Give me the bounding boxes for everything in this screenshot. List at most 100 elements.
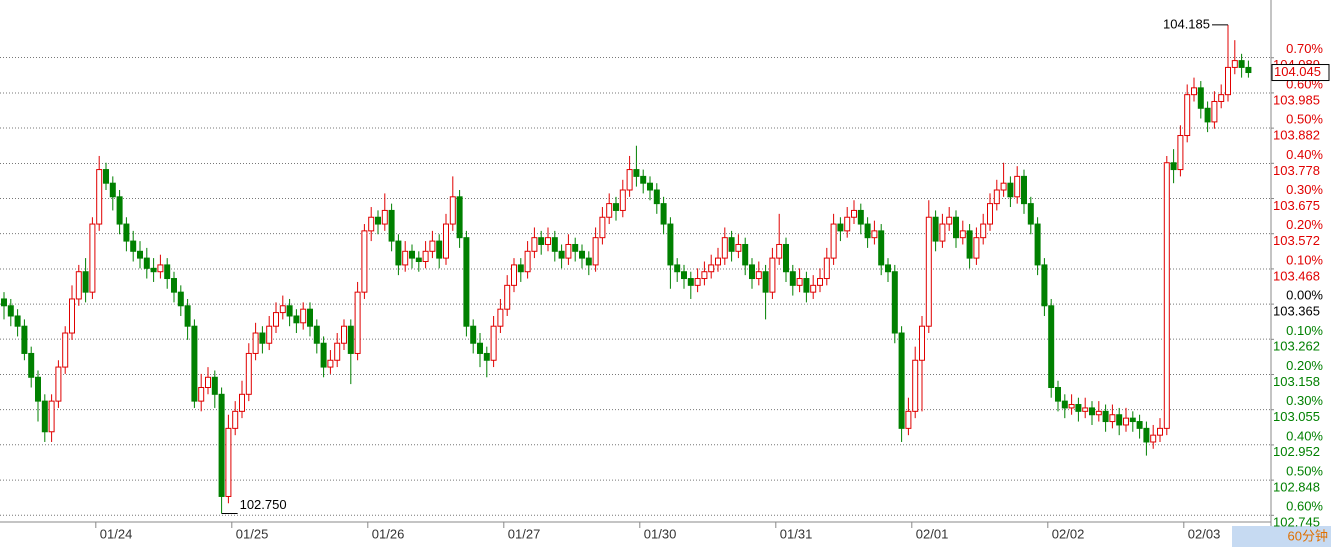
- candle-body: [286, 305, 293, 317]
- last-price-label: 104.045: [1274, 64, 1321, 79]
- candle-body: [844, 216, 851, 232]
- candle-body: [388, 209, 395, 242]
- candle-body: [572, 243, 579, 252]
- candle-body: [660, 203, 667, 225]
- candle-body: [1068, 404, 1075, 409]
- candle-body: [28, 352, 35, 378]
- x-tick-label: 02/01: [916, 526, 949, 541]
- candle-body: [103, 169, 109, 184]
- y2-tick-label: 0.30%: [1286, 393, 1323, 408]
- candle-body: [313, 325, 320, 344]
- y2-tick-label: 0.20%: [1286, 217, 1323, 232]
- y-tick-label: 103.158: [1273, 374, 1320, 389]
- candle-body: [735, 243, 742, 252]
- candle-body: [1170, 162, 1177, 171]
- candle-body: [851, 209, 857, 218]
- x-tick-label: 01/25: [236, 526, 269, 541]
- candle-body: [674, 264, 681, 273]
- candle-body: [565, 243, 572, 259]
- candle-body: [293, 315, 300, 324]
- candle-body: [1, 298, 7, 307]
- candle-body: [1225, 66, 1231, 96]
- candle-body: [701, 271, 708, 280]
- y-tick-label: 102.848: [1273, 480, 1320, 495]
- candle-body: [470, 325, 477, 344]
- candle-body: [191, 325, 198, 402]
- period-label: 60分钟: [1288, 528, 1328, 543]
- y-tick-label: 102.952: [1273, 444, 1320, 459]
- candle-body: [633, 169, 640, 177]
- candle-body: [334, 342, 341, 361]
- candle-body: [878, 230, 885, 266]
- candle-body: [755, 271, 762, 280]
- candle-body: [810, 284, 817, 293]
- candle-body: [1218, 94, 1225, 102]
- candle-body: [1082, 407, 1089, 412]
- y-tick-label: 103.675: [1273, 198, 1320, 213]
- candle-body: [1116, 414, 1123, 426]
- candle-body: [1211, 100, 1218, 123]
- candle-body: [776, 243, 783, 259]
- candle-body: [82, 271, 89, 293]
- candle-body: [1034, 223, 1041, 266]
- candle-body: [708, 264, 715, 273]
- candle-body: [959, 230, 966, 239]
- candle-body: [681, 271, 687, 280]
- candle-body: [626, 169, 633, 191]
- candle-body: [721, 237, 728, 259]
- candle-body: [1197, 87, 1204, 109]
- candle-body: [1027, 203, 1034, 225]
- candle-body: [619, 189, 626, 211]
- candle-body: [1041, 264, 1048, 307]
- candle-body: [687, 278, 694, 286]
- candle-body: [667, 223, 674, 266]
- candle-body: [232, 410, 239, 429]
- candle-body: [912, 359, 919, 412]
- candle-body: [932, 216, 939, 242]
- candle-body: [885, 264, 891, 273]
- candle-body: [946, 216, 953, 225]
- candle-body: [531, 237, 538, 252]
- candle-body: [211, 376, 218, 395]
- candle-body: [592, 237, 599, 266]
- candle-body: [137, 250, 143, 259]
- y2-tick-label: 0.50%: [1286, 464, 1323, 479]
- candle-body: [898, 332, 905, 429]
- candle-body: [1231, 60, 1238, 68]
- candle-body: [796, 278, 803, 286]
- y2-tick-label: 0.10%: [1286, 252, 1323, 267]
- candle-body: [579, 250, 585, 259]
- candle-body: [164, 264, 171, 280]
- candle-body: [1129, 417, 1136, 423]
- candle-body: [973, 237, 980, 259]
- candle-body: [1014, 175, 1021, 198]
- candle-body: [402, 250, 409, 266]
- candle-body: [864, 223, 871, 239]
- candle-body: [599, 216, 606, 239]
- candle-body: [143, 257, 150, 269]
- y2-tick-label: 0.40%: [1286, 428, 1323, 443]
- candle-body: [871, 230, 878, 239]
- x-tick-label: 01/27: [508, 526, 541, 541]
- y2-tick-label: 0.50%: [1286, 112, 1323, 127]
- candle-body: [218, 393, 225, 497]
- candle-body: [953, 216, 959, 239]
- candle-body: [606, 203, 613, 218]
- candle-body: [823, 257, 830, 280]
- candle-body: [1000, 182, 1007, 191]
- y2-tick-label: 0.70%: [1286, 41, 1323, 56]
- candle-body: [1021, 175, 1027, 205]
- candle-body: [279, 305, 286, 314]
- candle-body: [803, 278, 810, 293]
- candle-body: [239, 393, 245, 412]
- candle-body: [483, 352, 490, 361]
- candle-body: [109, 182, 116, 198]
- candle-body: [62, 332, 69, 368]
- candle-body: [477, 342, 483, 354]
- y-tick-label: 103.262: [1273, 339, 1320, 354]
- candle-body: [1102, 410, 1109, 423]
- candle-body: [504, 284, 511, 310]
- candle-body: [1238, 60, 1245, 68]
- candle-body: [817, 278, 823, 286]
